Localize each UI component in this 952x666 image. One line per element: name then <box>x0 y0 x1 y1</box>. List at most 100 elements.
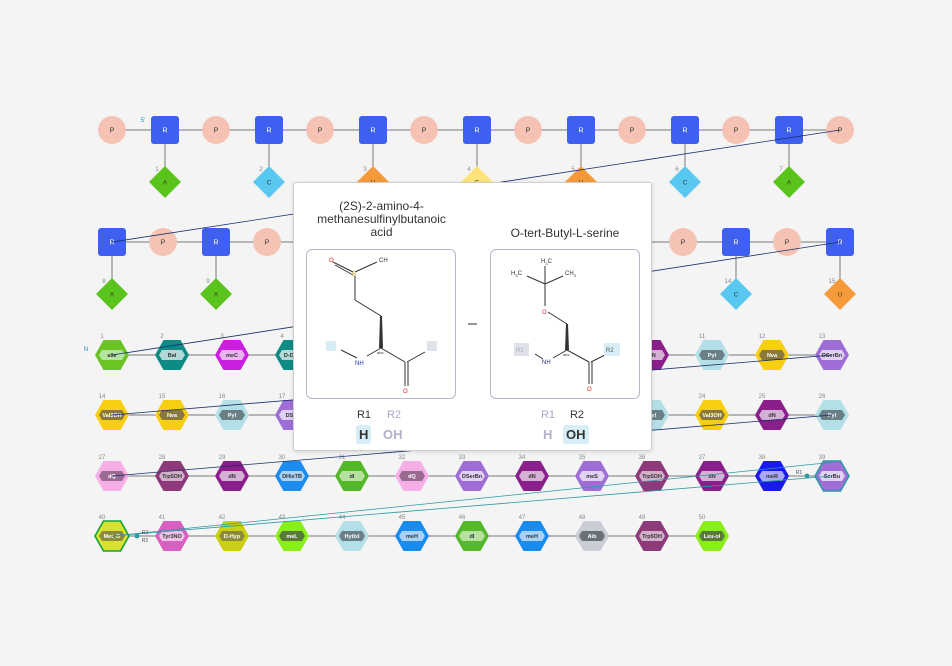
phosphate-label: P <box>422 128 427 135</box>
monomer-connection-tooltip: (2S)-2-amino-4- methanesulfinylbutanoic … <box>293 182 652 451</box>
monomer-inner <box>699 410 725 420</box>
base-node[interactable] <box>824 278 856 310</box>
monomer-label: D-Dab <box>284 353 301 359</box>
monomer-label: Pyl <box>228 413 237 419</box>
monomer-inner <box>339 531 365 541</box>
sugar-label: R <box>266 128 271 135</box>
monomer-inner <box>219 350 245 360</box>
monomer-inner <box>399 531 425 541</box>
monomer-number: 33 <box>459 455 466 461</box>
n-terminal-label: N <box>84 347 88 353</box>
base-number: 9 <box>206 279 210 285</box>
monomer-number: 13 <box>819 334 826 340</box>
base-node[interactable] <box>96 278 128 310</box>
phosphate-node[interactable] <box>618 116 646 144</box>
monomer-label: D-Hyp <box>224 534 241 540</box>
sugar-node[interactable] <box>463 116 491 144</box>
left-r2-label: R2 <box>386 409 402 421</box>
monomer-label: Pyl <box>828 413 837 419</box>
base-node[interactable] <box>149 166 181 198</box>
monomer-inner <box>579 531 605 541</box>
monomer-inner <box>519 471 545 481</box>
monomer-number: 14 <box>99 394 106 400</box>
phosphate-node[interactable] <box>410 116 438 144</box>
atom-ch3-right: CH <box>565 271 574 277</box>
monomer-label: dI <box>470 534 475 540</box>
phosphate-node[interactable] <box>202 116 230 144</box>
monomer-label: meS <box>586 474 598 480</box>
monomer-inner <box>759 410 785 420</box>
sugar-node[interactable] <box>255 116 283 144</box>
sugar-label: R <box>578 128 583 135</box>
monomer-inner <box>699 531 725 541</box>
base-node[interactable] <box>720 278 752 310</box>
monomer-label: Aib <box>588 534 598 540</box>
phosphate-node[interactable] <box>253 228 281 256</box>
monomer-number: 36 <box>639 455 646 461</box>
atom-o-ether: O <box>542 310 547 316</box>
sugar-label: R <box>474 128 479 135</box>
phosphate-label: P <box>734 128 739 135</box>
r1-attachment-marker <box>514 343 529 356</box>
left-title-line: acid <box>370 225 393 239</box>
sugar-node[interactable] <box>151 116 179 144</box>
sugar-node[interactable] <box>722 228 750 256</box>
svg-text:CH3: CH3 <box>565 271 577 278</box>
base-number: 5 <box>571 167 575 173</box>
base-node[interactable] <box>669 166 701 198</box>
selected-monomer-outline <box>814 460 850 492</box>
base-node[interactable] <box>200 278 232 310</box>
right-monomer-structure: H3C H3C CH3 O NH abs O R1 R2 <box>490 249 640 399</box>
phosphate-node[interactable] <box>669 228 697 256</box>
disulfide-bond <box>111 461 836 537</box>
monomer-inner <box>159 471 185 481</box>
base-label: C <box>734 293 739 299</box>
monomer-number: 38 <box>759 455 766 461</box>
phosphate-label: P <box>214 128 219 135</box>
monomer-label: HytIxl <box>345 534 360 540</box>
svg-text:H3C: H3C <box>511 271 523 278</box>
base-node[interactable] <box>253 166 285 198</box>
phosphate-node[interactable] <box>98 116 126 144</box>
sugar-node[interactable] <box>671 116 699 144</box>
base-label: C <box>683 181 688 187</box>
monomer-label: dN <box>528 474 535 480</box>
phosphate-node[interactable] <box>722 116 750 144</box>
base-node[interactable] <box>773 166 805 198</box>
phosphate-node[interactable] <box>514 116 542 144</box>
monomer-label: dN <box>228 474 235 480</box>
monomer-inner <box>159 531 185 541</box>
left-title-line: (2S)-2-amino-4- <box>339 199 424 213</box>
sugar-node[interactable] <box>202 228 230 256</box>
monomer-number: 2 <box>160 334 164 340</box>
sugar-node[interactable] <box>359 116 387 144</box>
monomer-inner <box>519 531 545 541</box>
monomer-label: dI <box>350 474 355 480</box>
monomer-inner <box>279 471 305 481</box>
monomer-inner <box>219 410 245 420</box>
monomer-label: DSerBn <box>822 353 843 359</box>
base-label: A <box>214 293 218 299</box>
sugar-node[interactable] <box>567 116 595 144</box>
monomer-number: 39 <box>819 455 826 461</box>
monomer-inner <box>159 410 185 420</box>
monomer-number: 45 <box>399 515 406 521</box>
phosphate-node[interactable] <box>306 116 334 144</box>
left-monomer-title: (2S)-2-amino-4- methanesulfinylbutanoic … <box>304 200 459 239</box>
base-number: 7 <box>779 167 783 173</box>
five-prime-label: 5' <box>141 118 145 124</box>
monomer-label: Trp5OH <box>642 534 662 540</box>
base-label: C <box>267 181 272 187</box>
bond-r2-label: R2 <box>142 538 149 544</box>
monomer-number: 50 <box>699 515 706 521</box>
base-number: 3 <box>363 167 367 173</box>
base-label: A <box>163 181 167 187</box>
monomer-number: 1 <box>100 334 104 340</box>
monomer-inner <box>219 471 245 481</box>
monomer-inner <box>759 471 785 481</box>
monomer-number: 34 <box>519 455 526 461</box>
r1-attachment-marker <box>326 341 336 351</box>
monomer-number: 41 <box>159 515 166 521</box>
monomer-inner <box>759 350 785 360</box>
